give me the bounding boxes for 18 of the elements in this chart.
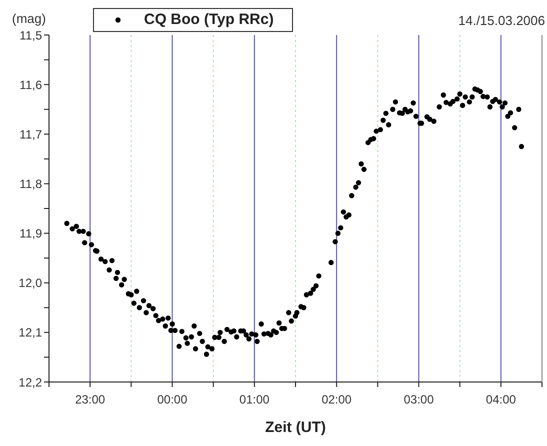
y-tick-label: 11,5 <box>20 28 42 42</box>
chart-subtitle: 14./15.03.2006 <box>458 13 545 28</box>
x-axis-title: Zeit (UT) <box>265 419 326 436</box>
y-axis-title: (mag) <box>12 11 46 26</box>
x-tick-label: 04:00 <box>486 392 516 407</box>
x-tick-label: 02:00 <box>322 392 352 407</box>
legend-label: CQ Boo (Typ RRc) <box>144 11 274 28</box>
y-tick-label: 12,0 <box>18 276 42 290</box>
y-tick-label: 11,9 <box>20 226 42 241</box>
y-tick-label: 11,7 <box>20 127 42 142</box>
y-tick-label: 12,1 <box>18 326 42 340</box>
y-tick-label: 11,6 <box>20 78 42 92</box>
x-tick-label: 03:00 <box>404 392 434 407</box>
x-tick-label: 23:00 <box>75 392 106 407</box>
y-tick-label: 12,2 <box>18 375 42 390</box>
x-tick-label: 01:00 <box>239 392 270 407</box>
x-tick-label: 00:00 <box>157 392 188 407</box>
y-tick-label: 11,8 <box>20 176 42 191</box>
